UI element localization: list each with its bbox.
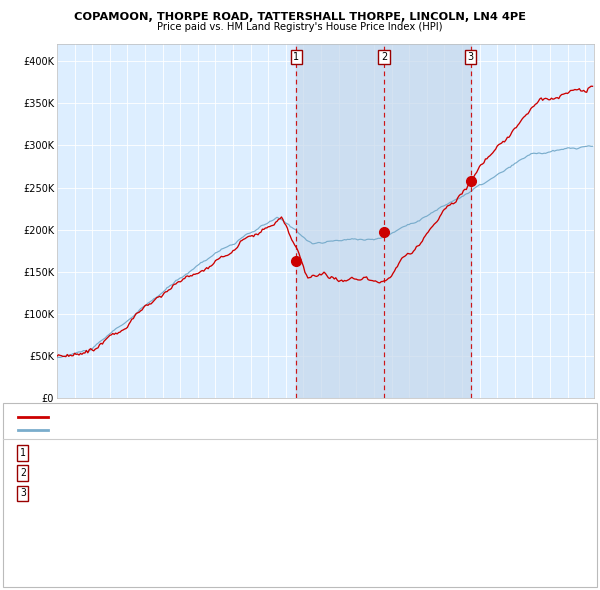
Text: 2: 2 xyxy=(381,52,387,62)
Text: 3: 3 xyxy=(467,52,473,62)
Text: 1: 1 xyxy=(20,448,26,458)
Text: 08-AUG-2008: 08-AUG-2008 xyxy=(69,448,134,458)
Text: 27-JUN-2018: 27-JUN-2018 xyxy=(69,489,131,498)
Text: Contains HM Land Registry data © Crown copyright and database right 2024.: Contains HM Land Registry data © Crown c… xyxy=(11,555,310,564)
Text: This data is licensed under the Open Government Licence v3.0.: This data is licensed under the Open Gov… xyxy=(11,566,254,575)
Text: COPAMOON, THORPE ROAD, TATTERSHALL THORPE, LINCOLN, LN4 4PE: COPAMOON, THORPE ROAD, TATTERSHALL THORP… xyxy=(74,12,526,22)
Text: 2: 2 xyxy=(20,468,26,478)
Text: £258,000: £258,000 xyxy=(234,489,280,498)
Text: 26-JUL-2013: 26-JUL-2013 xyxy=(69,468,129,478)
Text: 20% ↑ HPI: 20% ↑ HPI xyxy=(354,468,406,478)
Text: Price paid vs. HM Land Registry's House Price Index (HPI): Price paid vs. HM Land Registry's House … xyxy=(157,22,443,32)
Text: 7% ↓ HPI: 7% ↓ HPI xyxy=(354,448,400,458)
Text: HPI: Average price, detached house, East Lindsey: HPI: Average price, detached house, East… xyxy=(51,425,275,434)
Text: 3: 3 xyxy=(20,489,26,498)
Text: 22% ↑ HPI: 22% ↑ HPI xyxy=(354,489,406,498)
Text: COPAMOON, THORPE ROAD, TATTERSHALL THORPE, LINCOLN, LN4 4PE (detached house: COPAMOON, THORPE ROAD, TATTERSHALL THORP… xyxy=(51,412,447,422)
Text: £163,000: £163,000 xyxy=(234,448,280,458)
Bar xyxy=(296,44,470,398)
Text: £197,500: £197,500 xyxy=(234,468,280,478)
Text: 1: 1 xyxy=(293,52,299,62)
